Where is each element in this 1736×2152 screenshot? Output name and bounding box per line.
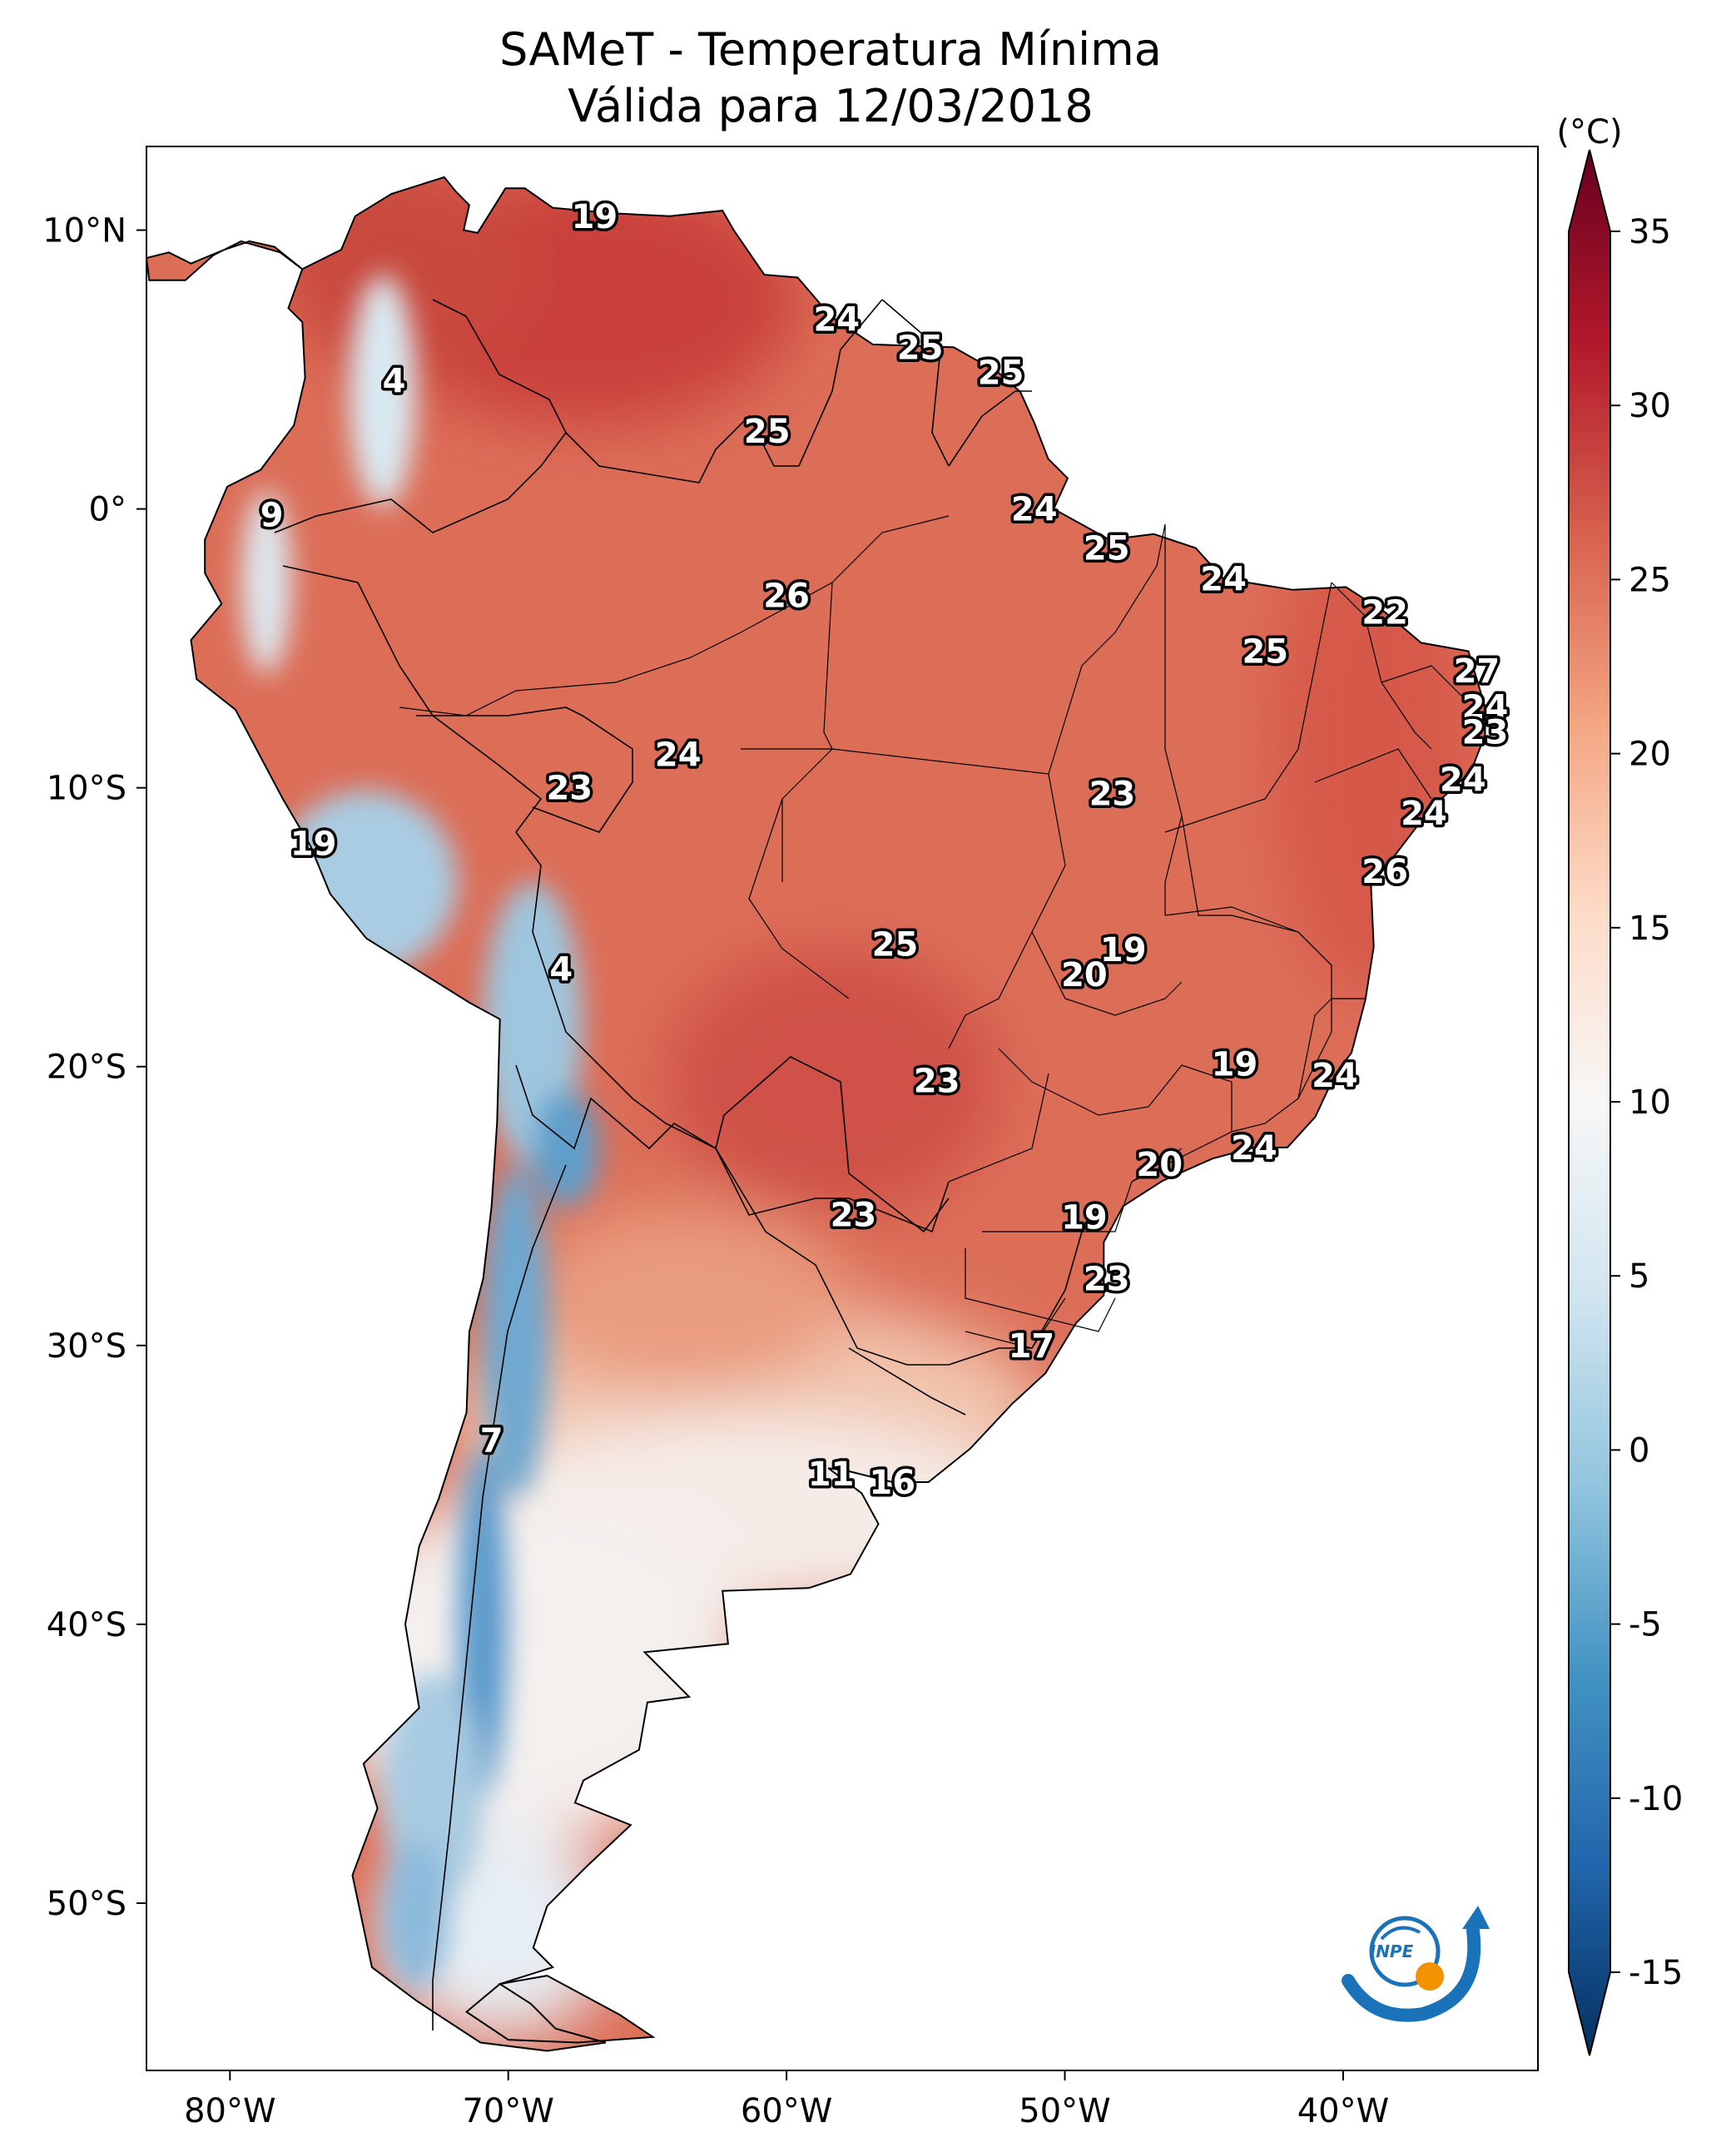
latitude-tick-label: 50°S [47, 1885, 126, 1923]
colorbar-tick-label: 15 [1629, 910, 1671, 948]
station-value-label: 24 [655, 736, 702, 775]
station-value-label: 20 [1136, 1146, 1183, 1184]
station-value-label: 23 [1089, 775, 1136, 813]
station-value-label: 16 [869, 1464, 915, 1502]
station-value-label: 20 [1061, 956, 1108, 994]
colorbar-tick-label: -5 [1629, 1606, 1662, 1644]
station-value-label: 24 [1011, 491, 1058, 529]
station-value-label: 22 [1362, 594, 1408, 632]
station-value-label: 19 [1212, 1045, 1258, 1083]
longitude-tick-label: 70°W [462, 2092, 553, 2130]
colorbar-tick-label: 5 [1629, 1257, 1649, 1296]
longitude-tick-label: 40°W [1297, 2092, 1389, 2130]
colorbar-tick-label: -15 [1629, 1954, 1683, 1992]
colorbar-ticks: 35 30 25 20 15 10 5 0 -5 -10 -15 [1610, 213, 1683, 1992]
longitude-tick-label: 80°W [184, 2092, 275, 2130]
station-value-label: 4 [383, 363, 406, 401]
colorbar: 35 30 25 20 15 10 5 0 -5 -10 -15 (°C) [1556, 113, 1683, 2056]
station-value-label: 23 [546, 770, 593, 808]
latitude-tick-label: 10°S [47, 770, 126, 808]
longitude-axis: 80°W 70°W 60°W 50°W 40°W [184, 2070, 1389, 2130]
station-value-label: 24 [1462, 689, 1509, 727]
colorbar-tick-label: -10 [1629, 1780, 1683, 1818]
colorbar-tick-label: 10 [1629, 1083, 1671, 1122]
station-value-label: 24 [1231, 1129, 1277, 1168]
station-value-label: 9 [260, 496, 284, 534]
station-value-label: 25 [872, 925, 919, 964]
colorbar-tick-label: 0 [1629, 1431, 1649, 1470]
latitude-tick-label: 0° [89, 491, 126, 529]
map-subtitle: Válida para 12/03/2018 [568, 80, 1094, 132]
station-value-label: 23 [1462, 714, 1509, 752]
colorbar-tick-label: 20 [1629, 736, 1671, 774]
longitude-tick-label: 60°W [741, 2092, 832, 2130]
station-value-label: 23 [1084, 1260, 1130, 1298]
colorbar-tick-label: 25 [1629, 561, 1671, 599]
colorbar-scale [1568, 149, 1611, 2056]
longitude-tick-label: 50°W [1019, 2092, 1110, 2130]
latitude-tick-label: 30°S [47, 1327, 126, 1366]
latitude-tick-label: 10°N [42, 212, 126, 250]
station-value-label: 17 [1009, 1327, 1055, 1366]
station-value-label: 25 [744, 413, 791, 451]
station-value-label: 26 [1362, 853, 1408, 891]
latitude-tick-label: 40°S [47, 1606, 126, 1644]
station-value-label: 24 [1440, 761, 1486, 800]
state-borders [399, 515, 1466, 1349]
station-value-label: 25 [1084, 530, 1130, 568]
station-value-label: 27 [1454, 652, 1500, 691]
station-value-label: 19 [1061, 1199, 1108, 1237]
station-value-label: 24 [1401, 795, 1447, 833]
colorbar-unit-label: (°C) [1556, 113, 1622, 151]
station-value-label: 23 [914, 1063, 960, 1101]
latitude-tick-label: 20°S [47, 1049, 126, 1087]
station-value-label: 26 [763, 578, 810, 616]
station-value-label: 24 [1312, 1057, 1358, 1095]
inpe-logo-text: INPE [1370, 1941, 1414, 1961]
colorbar-tick-label: 30 [1629, 387, 1671, 425]
colorbar-tick-label: 35 [1629, 213, 1671, 251]
station-value-label: 4 [549, 951, 573, 989]
station-value-label: 25 [1242, 633, 1288, 672]
map-frame [146, 146, 1539, 2071]
map-title: SAMeT - Temperatura Mínima [499, 23, 1162, 76]
station-value-label: 19 [290, 826, 337, 864]
station-value-label: 11 [808, 1455, 855, 1494]
inpe-logo: INPE [1342, 1906, 1490, 2022]
latitude-axis: 10°N 0° 10°S 20°S 30°S 40°S 50°S [42, 212, 146, 1923]
station-value-label: 25 [978, 354, 1024, 392]
station-value-label: 19 [1100, 931, 1147, 969]
station-value-label: 25 [897, 329, 944, 367]
station-value-label: 24 [813, 301, 860, 340]
country-borders [274, 299, 1083, 2031]
station-value-label: 19 [572, 198, 618, 236]
station-value-label: 23 [831, 1196, 877, 1234]
station-value-label: 24 [1200, 560, 1247, 598]
station-value-label: 7 [480, 1422, 503, 1460]
